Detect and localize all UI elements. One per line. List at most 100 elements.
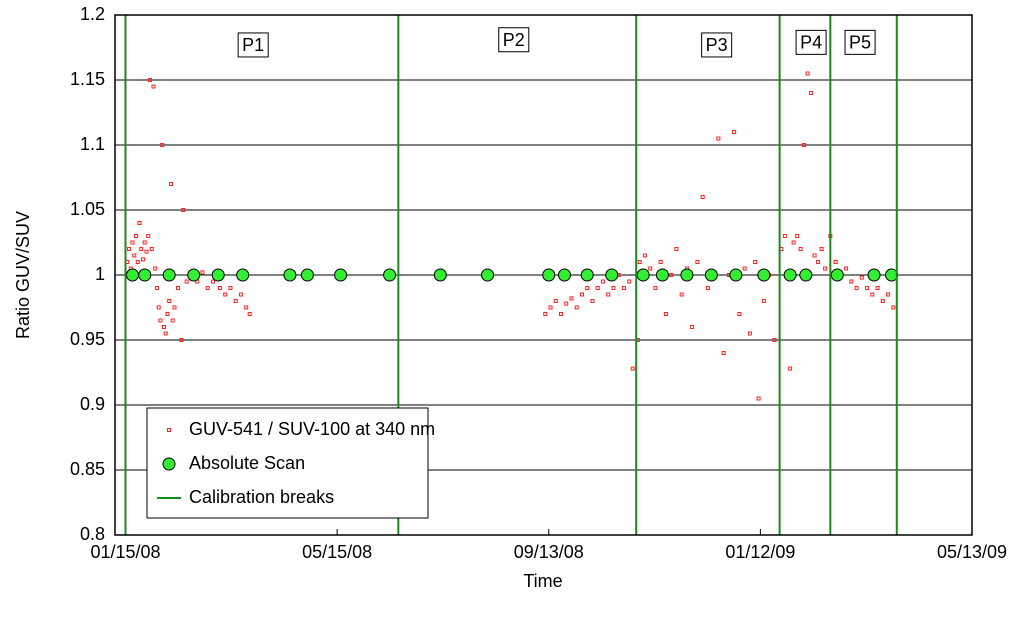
y-tick-label: 1.2 xyxy=(80,4,105,24)
ratio-point xyxy=(147,78,152,82)
ratio-point xyxy=(590,299,595,303)
ratio-point xyxy=(137,221,142,225)
x-tick-label: 09/13/08 xyxy=(514,542,584,562)
ratio-point xyxy=(833,260,838,264)
ratio-point xyxy=(165,312,170,316)
ratio-point xyxy=(585,286,590,290)
scan-point xyxy=(867,268,881,282)
ratio-point xyxy=(674,247,679,251)
y-tick-label: 0.95 xyxy=(70,329,105,349)
ratio-point xyxy=(228,286,233,290)
ratio-point xyxy=(126,247,131,251)
ratio-point xyxy=(156,305,161,310)
ratio-point xyxy=(690,325,695,329)
ratio-point xyxy=(569,296,574,301)
ratio-point xyxy=(819,247,824,251)
ratio-point xyxy=(630,366,635,371)
ratio-point xyxy=(798,247,803,251)
ratio-point xyxy=(812,253,817,258)
scan-point xyxy=(300,268,314,282)
ratio-point xyxy=(130,240,135,245)
ratio-point xyxy=(149,247,154,251)
scan-point xyxy=(383,268,397,282)
ratio-point xyxy=(886,292,891,297)
y-tick-label: 1.1 xyxy=(80,134,105,154)
ratio-point xyxy=(139,247,144,251)
ratio-point xyxy=(802,143,807,147)
ratio-point xyxy=(637,260,642,264)
ratio-point xyxy=(700,195,705,199)
ratio-point xyxy=(772,338,777,342)
period-box xyxy=(237,32,269,58)
ratio-point xyxy=(737,312,742,316)
ratio-point xyxy=(891,305,896,310)
ratio-point xyxy=(844,266,849,271)
scan-point xyxy=(783,268,797,282)
ratio-point xyxy=(179,338,184,342)
period-label: P3 xyxy=(706,35,728,55)
ratio-point xyxy=(742,266,747,271)
ratio-point xyxy=(158,318,163,323)
ratio-point xyxy=(859,275,864,280)
ratio-point xyxy=(223,292,228,297)
y-tick-label: 0.8 xyxy=(80,524,105,544)
y-tick-label: 0.85 xyxy=(70,459,105,479)
scan-point xyxy=(757,268,771,282)
legend-label: Calibration breaks xyxy=(189,487,334,507)
ratio-point xyxy=(184,279,189,284)
ratio-point xyxy=(782,234,787,238)
ratio-point xyxy=(823,266,828,271)
period-box xyxy=(795,29,827,55)
scan-point xyxy=(680,268,694,282)
ratio-point xyxy=(160,143,165,147)
ratio-point xyxy=(788,366,793,371)
ratio-point xyxy=(217,286,222,290)
ratio-point xyxy=(805,71,810,76)
ratio-point xyxy=(144,249,149,254)
ratio-point xyxy=(809,91,814,95)
ratio-point xyxy=(140,257,145,262)
ratio-point xyxy=(135,260,140,264)
ratio-point xyxy=(132,253,137,258)
ratio-point xyxy=(791,240,796,245)
scan-point xyxy=(187,268,201,282)
ratio-point xyxy=(574,305,579,310)
scan-point xyxy=(162,268,176,282)
ratio-point xyxy=(870,292,875,297)
period-box xyxy=(844,29,876,55)
ratio-point xyxy=(663,312,668,316)
scan-point xyxy=(125,268,139,282)
ratio-point xyxy=(168,182,173,186)
scan-point xyxy=(236,268,250,282)
ratio-point xyxy=(648,266,653,271)
ratio-point xyxy=(200,270,205,275)
x-tick-label: 01/12/09 xyxy=(725,542,795,562)
scan-point xyxy=(433,268,447,282)
ratio-point xyxy=(880,299,885,303)
ratio-point xyxy=(161,325,166,329)
legend-label: Absolute Scan xyxy=(189,453,305,473)
ratio-point xyxy=(600,279,605,284)
ratio-point xyxy=(875,286,880,290)
scan-point xyxy=(334,268,348,282)
ratio-point xyxy=(865,286,870,290)
x-tick-label: 01/15/08 xyxy=(90,542,160,562)
ratio-point xyxy=(721,351,726,355)
ratio-point xyxy=(142,240,147,245)
ratio-point xyxy=(210,279,215,284)
y-axis-label: Ratio GUV/SUV xyxy=(13,211,33,339)
ratio-point xyxy=(247,312,252,316)
period-label: P5 xyxy=(849,32,871,52)
ratio-point xyxy=(167,299,172,303)
period-label: P2 xyxy=(503,30,525,50)
ratio-point xyxy=(564,301,569,306)
ratio-point xyxy=(133,234,138,238)
ratio-point xyxy=(849,279,854,284)
ratio-point xyxy=(732,130,737,134)
ratio-point xyxy=(238,292,243,297)
ratio-point xyxy=(154,286,159,290)
ratio-point xyxy=(695,260,700,264)
scan-point xyxy=(542,268,556,282)
x-tick-label: 05/15/08 xyxy=(302,542,372,562)
